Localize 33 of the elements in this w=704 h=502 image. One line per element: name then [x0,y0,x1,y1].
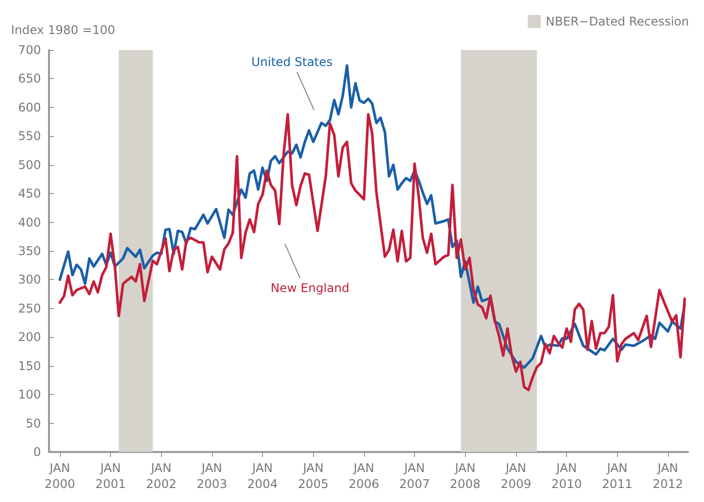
y-tick-label: 550 [18,129,41,144]
y-tick-label: 600 [18,100,41,114]
x-tick-label: JAN 2005 [298,461,329,491]
y-tick-label: 400 [18,215,41,230]
series-label: United States [251,55,333,69]
x-tick-label: JAN 2008 [450,461,480,491]
y-tick-label: 150 [18,358,41,373]
x-tick-label: JAN 2004 [247,461,278,491]
line-series [58,113,686,392]
y-tick-label: 350 [18,244,41,258]
legend-label: NBER−Dated Recession [546,14,690,28]
x-tick-label: JAN 2006 [348,461,380,491]
x-tick-label: JAN 2009 [500,461,532,491]
y-tick-label: 650 [18,72,41,86]
y-tick-label: 100 [18,388,41,402]
x-tick-label: JAN 2012 [652,461,684,491]
y-tick-label: 200 [18,330,41,344]
x-tick-label: JAN 2007 [399,461,430,491]
y-tick-label: 500 [18,158,41,172]
y-tick-label: 250 [18,301,41,316]
x-tick-label: JAN 2011 [602,461,633,491]
y-tick-label: 50 [26,416,41,430]
y-tick-label: 300 [18,272,41,287]
y-axis-title: Index 1980 =100 [11,23,116,37]
x-tick-label: JAN 2010 [551,461,582,491]
x-tick-label: JAN 2002 [146,461,177,491]
y-tick-label: 0 [33,445,41,459]
y-tick-label: 700 [18,43,41,57]
x-tick-label: JAN 2001 [95,461,126,491]
x-tick-label: JAN 2000 [44,461,76,491]
y-tick-label: 450 [18,186,41,201]
x-tick-label: JAN 2003 [196,461,228,491]
text: New England [270,281,350,295]
